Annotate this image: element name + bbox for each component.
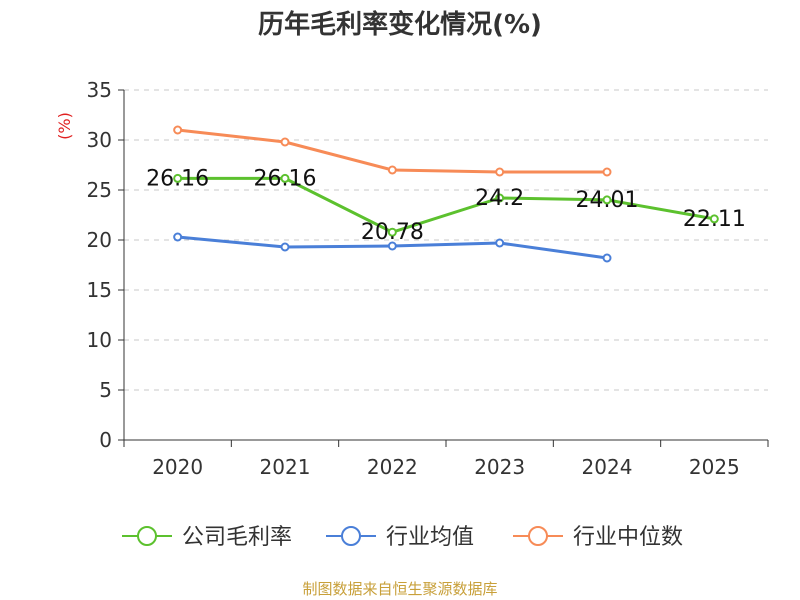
data-label: 26.16 bbox=[146, 166, 209, 191]
legend-swatch-marker bbox=[341, 526, 361, 546]
data-point bbox=[280, 242, 290, 252]
y-tick-label: 30 bbox=[87, 128, 112, 152]
y-tick-label: 20 bbox=[87, 228, 112, 252]
chart-title: 历年毛利率变化情况(%) bbox=[258, 10, 542, 40]
data-point bbox=[387, 241, 397, 251]
x-tick-label: 2021 bbox=[260, 455, 311, 479]
series-lines bbox=[173, 125, 719, 263]
x-tick-label: 2025 bbox=[689, 455, 740, 479]
x-tick-label: 2022 bbox=[367, 455, 418, 479]
legend: 公司毛利率 行业均值 行业中位数 bbox=[122, 525, 683, 550]
data-point bbox=[709, 214, 719, 224]
data-point bbox=[387, 165, 397, 175]
grid-lines bbox=[124, 89, 768, 391]
y-tick-label: 10 bbox=[87, 328, 112, 352]
data-point bbox=[495, 193, 505, 203]
data-label: 24.2 bbox=[475, 186, 524, 211]
data-label: 24.01 bbox=[576, 188, 639, 213]
y-tick-label: 5 bbox=[99, 378, 112, 402]
data-point bbox=[495, 167, 505, 177]
y-axis-label: (%) bbox=[55, 112, 74, 140]
legend-item[interactable]: 公司毛利率 bbox=[122, 525, 292, 550]
legend-item[interactable]: 行业均值 bbox=[326, 525, 474, 550]
x-tick-label: 2020 bbox=[152, 455, 203, 479]
y-tick-label: 0 bbox=[99, 428, 112, 452]
y-tick-label: 35 bbox=[87, 78, 112, 102]
legend-swatch-marker bbox=[528, 526, 548, 546]
data-point bbox=[602, 253, 612, 263]
series-line bbox=[177, 176, 715, 234]
x-tick-label: 2023 bbox=[474, 455, 525, 479]
data-point bbox=[280, 173, 290, 183]
y-tick-label: 15 bbox=[87, 278, 112, 302]
x-tick-label: 2024 bbox=[582, 455, 633, 479]
data-point bbox=[602, 195, 612, 205]
legend-swatch-marker bbox=[137, 526, 157, 546]
data-point bbox=[387, 227, 397, 237]
data-point bbox=[173, 173, 183, 183]
data-point bbox=[173, 125, 183, 135]
data-point bbox=[280, 137, 290, 147]
data-label: 20.78 bbox=[361, 220, 424, 245]
data-point bbox=[495, 238, 505, 248]
data-point bbox=[602, 167, 612, 177]
y-tick-label: 25 bbox=[87, 178, 112, 202]
data-labels: 26.16 26.16 20.78 24.2 24.01 22.11 bbox=[146, 166, 746, 245]
legend-label: 公司毛利率 bbox=[182, 525, 292, 550]
source-note: 制图数据来自恒生聚源数据库 bbox=[302, 580, 498, 598]
legend-item[interactable]: 行业中位数 bbox=[513, 525, 683, 550]
data-label: 26.16 bbox=[254, 166, 317, 191]
legend-label: 行业均值 bbox=[386, 525, 474, 550]
legend-label: 行业中位数 bbox=[573, 525, 683, 550]
data-label: 22.11 bbox=[683, 207, 746, 232]
data-point bbox=[173, 232, 183, 242]
